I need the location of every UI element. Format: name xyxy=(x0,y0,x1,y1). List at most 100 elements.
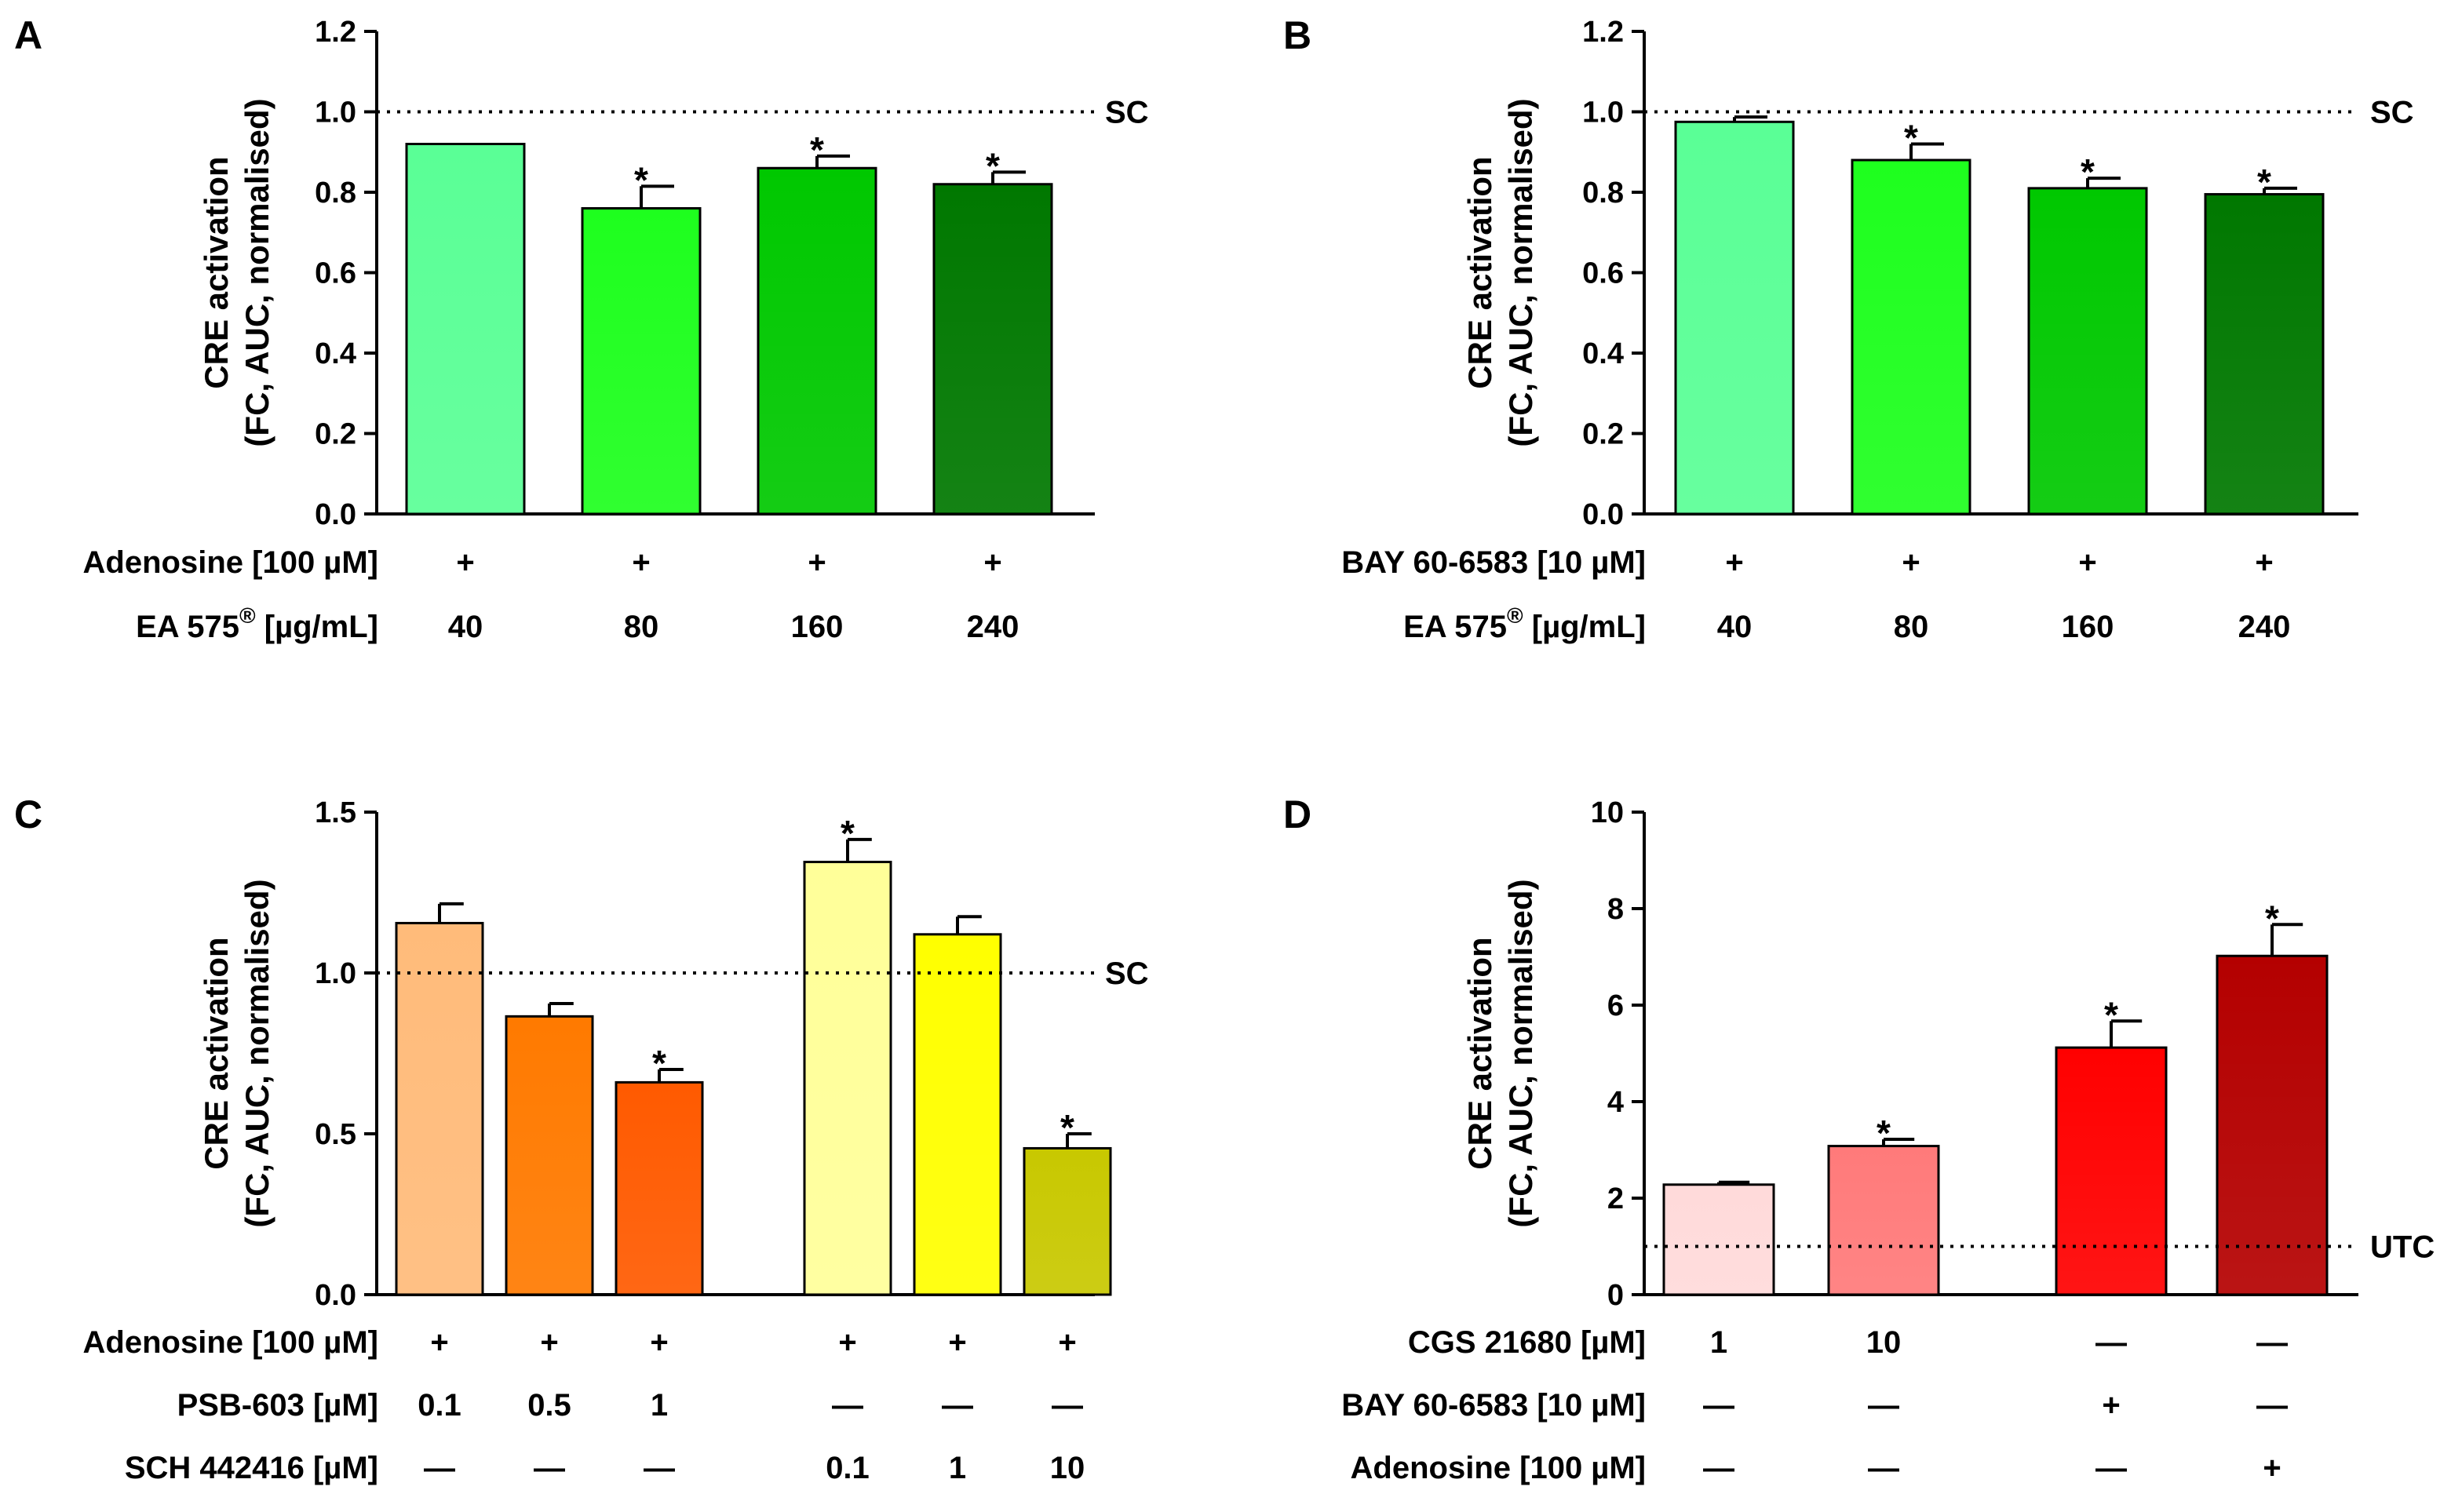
bar xyxy=(581,207,702,516)
condition-value: — xyxy=(2256,1388,2288,1423)
condition-value: 10 xyxy=(1866,1325,1902,1360)
condition-value: 80 xyxy=(624,610,659,644)
bar xyxy=(2027,187,2148,516)
bar xyxy=(2055,1046,2168,1296)
bar xyxy=(932,183,1053,516)
bar xyxy=(2204,193,2325,516)
y-tick-label: 8 xyxy=(1607,893,1624,926)
condition-value: — xyxy=(2095,1325,2127,1360)
y-axis-title-line2: (FC, AUC, normalised) xyxy=(1502,98,1539,446)
significance-star: * xyxy=(634,159,648,200)
condition-value: + xyxy=(983,545,1001,580)
condition-value: — xyxy=(644,1451,675,1485)
condition-value: + xyxy=(1725,545,1743,580)
chart-panel-d: D CRE activation (FC, AUC, normalised) 0 2 4 6… xyxy=(1283,792,2435,1485)
y-axis-title-line2: (FC, AUC, normalised) xyxy=(239,879,275,1227)
condition-value: + xyxy=(430,1325,448,1360)
y-tick-label: 1.0 xyxy=(315,957,356,990)
bar xyxy=(505,1015,594,1296)
condition-value: 1 xyxy=(1710,1325,1727,1360)
condition-value: 160 xyxy=(2062,610,2114,644)
condition-row-label: PSB-603 [µM] xyxy=(177,1388,378,1423)
y-tick-label: 0.8 xyxy=(1582,177,1624,209)
condition-value: + xyxy=(838,1325,856,1360)
y-tick-label: 1.5 xyxy=(315,796,356,829)
bar xyxy=(2216,954,2329,1296)
y-axis-title-line2: (FC, AUC, normalised) xyxy=(1502,879,1539,1227)
condition-value: + xyxy=(632,545,650,580)
condition-value: 80 xyxy=(1894,610,1929,644)
y-tick-label: 0.2 xyxy=(1582,418,1624,451)
bar xyxy=(1827,1145,1940,1296)
condition-value: — xyxy=(832,1388,863,1423)
significance-star: * xyxy=(2265,898,2279,938)
chart-panel-b: B CRE activation (FC, AUC, normalised) 0.0 0… xyxy=(1283,13,2414,644)
condition-value: + xyxy=(2255,545,2273,580)
condition-row-label: Adenosine [100 µM] xyxy=(83,1325,378,1360)
panel-letter: D xyxy=(1283,792,1311,836)
condition-value: + xyxy=(1058,1325,1076,1360)
condition-value: 240 xyxy=(2238,610,2291,644)
chart-panel-a: A CRE activation (FC, AUC, normalised) 0.0 0… xyxy=(14,13,1149,644)
y-tick-label: 1.0 xyxy=(315,97,356,129)
y-tick-label: 0.2 xyxy=(315,418,356,451)
y-tick-label: 0.6 xyxy=(315,257,356,290)
superscript: ® xyxy=(1507,603,1523,628)
condition-value: — xyxy=(1703,1388,1734,1423)
condition-row-label: EA 575® [µg/mL] xyxy=(1403,603,1646,644)
bar xyxy=(395,921,484,1296)
significance-star: * xyxy=(810,129,824,170)
condition-value: + xyxy=(2263,1451,2281,1485)
condition-value: + xyxy=(456,545,474,580)
condition-value: + xyxy=(808,545,826,580)
y-tick-label: 0.0 xyxy=(315,1279,356,1312)
condition-value: — xyxy=(1703,1451,1734,1485)
panel-letter: C xyxy=(14,792,42,836)
condition-value: + xyxy=(540,1325,558,1360)
condition-value: + xyxy=(948,1325,966,1360)
condition-value: 0.5 xyxy=(527,1388,571,1423)
y-axis-title-line1: CRE activation xyxy=(198,156,235,388)
y-tick-label: 0.4 xyxy=(1582,337,1624,370)
y-axis-title-line1: CRE activation xyxy=(1461,937,1498,1169)
bar xyxy=(405,143,526,516)
condition-row-label: Adenosine [100 µM] xyxy=(83,545,378,580)
condition-value: 0.1 xyxy=(418,1388,461,1423)
significance-star: * xyxy=(1904,118,1918,158)
condition-value: 1 xyxy=(651,1388,668,1423)
significance-star: * xyxy=(1060,1107,1074,1148)
y-tick-label: 0.0 xyxy=(315,498,356,531)
significance-star: * xyxy=(2104,994,2118,1035)
condition-value: 160 xyxy=(791,610,844,644)
y-axis-title-line1: CRE activation xyxy=(198,937,235,1169)
condition-value: + xyxy=(2078,545,2096,580)
bar xyxy=(757,166,877,516)
y-tick-label: 0.6 xyxy=(1582,257,1624,290)
condition-value: — xyxy=(1868,1451,1899,1485)
reference-label: SC xyxy=(2370,96,2414,130)
condition-value: 0.1 xyxy=(826,1451,870,1485)
superscript: ® xyxy=(239,603,256,628)
condition-value: + xyxy=(2102,1388,2120,1423)
y-tick-label: 0.5 xyxy=(315,1118,356,1151)
condition-value: 10 xyxy=(1050,1451,1085,1485)
reference-label: SC xyxy=(1105,956,1149,991)
bar xyxy=(803,861,892,1296)
y-tick-label: 0 xyxy=(1607,1279,1624,1312)
significance-star: * xyxy=(1877,1113,1891,1153)
condition-value: 40 xyxy=(1717,610,1753,644)
y-tick-label: 0.0 xyxy=(1582,498,1624,531)
condition-value: — xyxy=(942,1388,973,1423)
condition-value: — xyxy=(2256,1325,2288,1360)
bar xyxy=(1662,1183,1775,1296)
reference-label: SC xyxy=(1105,96,1149,130)
significance-star: * xyxy=(2257,162,2271,202)
y-axis-title-line1: CRE activation xyxy=(1461,156,1498,388)
y-tick-label: 10 xyxy=(1591,796,1624,829)
condition-value: — xyxy=(1868,1388,1899,1423)
y-tick-label: 1.2 xyxy=(1582,16,1624,49)
chart-panel-c: C CRE activation (FC, AUC, normalised) 0.0 0… xyxy=(14,792,1149,1485)
y-tick-label: 1.0 xyxy=(1582,97,1624,129)
condition-value: — xyxy=(534,1451,565,1485)
